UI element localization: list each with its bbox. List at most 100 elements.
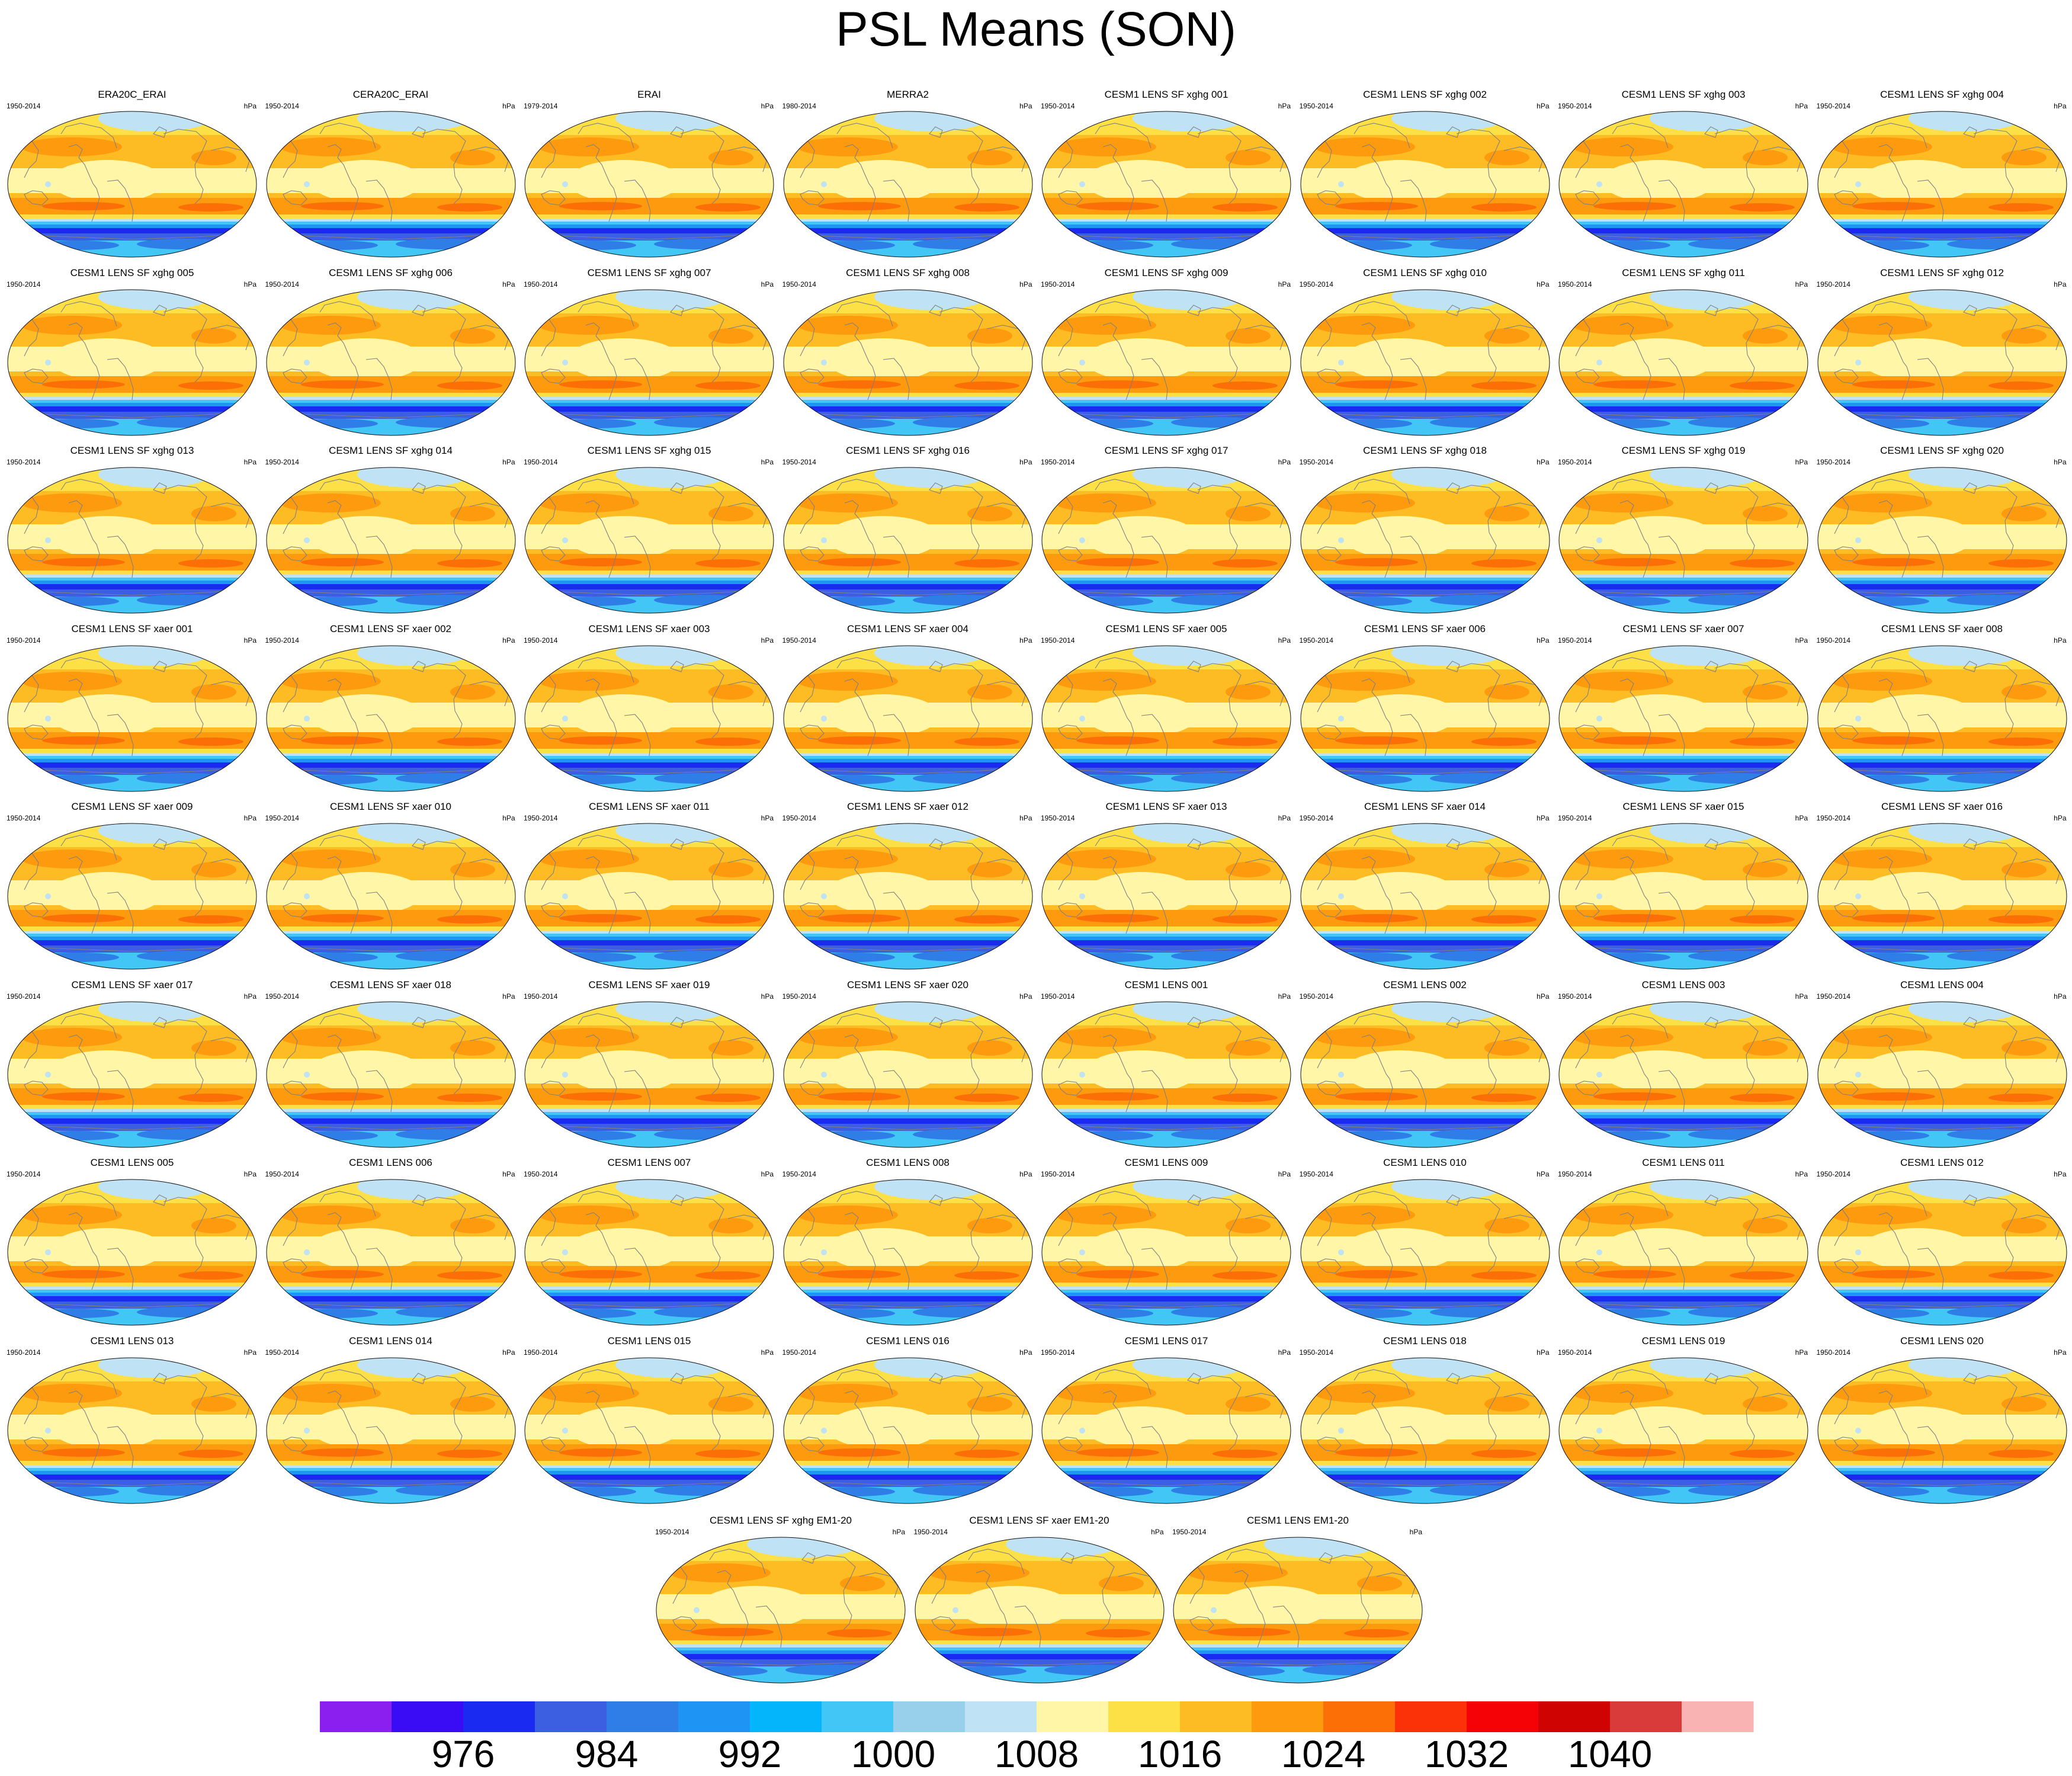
panel-units: hPa <box>2054 1348 2067 1357</box>
map-panel: CESM1 LENS SF xghg 008 1950-2014 hPa <box>779 267 1037 439</box>
panel-units: hPa <box>502 1170 515 1178</box>
map-panel: CESM1 LENS SF xghg 019 1950-2014 hPa <box>1554 445 1813 617</box>
panel-period: 1950-2014 <box>1816 636 1850 645</box>
panel-title: CESM1 LENS SF xaer 006 <box>1364 623 1486 634</box>
panel-period: 1950-2014 <box>1041 814 1075 822</box>
panel-units: hPa <box>1795 992 1808 1001</box>
psl-map <box>7 1179 257 1326</box>
panel-title: CESM1 LENS SF xghg 011 <box>1622 267 1745 278</box>
panel-period: 1950-2014 <box>7 280 41 288</box>
panel-period: 1950-2014 <box>1558 458 1592 466</box>
panel-units: hPa <box>1795 814 1808 822</box>
psl-map <box>1041 467 1291 614</box>
psl-map <box>783 467 1032 614</box>
map-panel: CESM1 LENS SF xaer 004 1950-2014 hPa <box>779 623 1037 795</box>
map-panel: CESM1 LENS 011 1950-2014 hPa <box>1554 1157 1813 1329</box>
map-panel: CESM1 LENS 005 1950-2014 hPa <box>3 1157 261 1329</box>
panel-units: hPa <box>761 1170 774 1178</box>
panel-period: 1950-2014 <box>265 1170 299 1178</box>
panel-units: hPa <box>243 280 256 288</box>
panel-units: hPa <box>1537 814 1550 822</box>
panel-units: hPa <box>2054 458 2067 466</box>
panel-period: 1950-2014 <box>1558 636 1592 645</box>
panel-title: CESM1 LENS 002 <box>1383 979 1467 990</box>
panel-period: 1950-2014 <box>7 992 41 1001</box>
map-panel: CESM1 LENS EM1-20 1950-2014 hPa <box>1169 1515 1427 1687</box>
map-panel: CESM1 LENS 012 1950-2014 hPa <box>1813 1157 2071 1329</box>
panel-units: hPa <box>502 814 515 822</box>
panel-title: CESM1 LENS 014 <box>349 1335 432 1347</box>
panel-title: CERA20C_ERAI <box>352 89 429 100</box>
colorbar-segment <box>965 1701 1037 1732</box>
psl-map <box>1300 1357 1550 1503</box>
map-panel: CESM1 LENS 019 1950-2014 hPa <box>1554 1335 1813 1507</box>
panel-units: hPa <box>761 280 774 288</box>
panel-units: hPa <box>761 992 774 1001</box>
map-panel: CESM1 LENS SF xaer 010 1950-2014 hPa <box>262 801 520 973</box>
psl-map <box>524 467 774 614</box>
panel-period: 1950-2014 <box>1816 1170 1850 1178</box>
panel-units: hPa <box>761 636 774 645</box>
panel-title: CESM1 LENS EM1-20 <box>1247 1515 1349 1526</box>
map-panel: CESM1 LENS SF xaer 013 1950-2014 hPa <box>1037 801 1295 973</box>
panel-units: hPa <box>1795 1170 1808 1178</box>
panel-period: 1950-2014 <box>524 1170 558 1178</box>
panel-title: CESM1 LENS SF xaer 009 <box>71 801 193 812</box>
panel-title: CESM1 LENS SF xghg EM1-20 <box>710 1515 852 1526</box>
psl-map <box>1558 467 1808 614</box>
panel-period: 1950-2014 <box>782 280 816 288</box>
panel-period: 1950-2014 <box>265 102 299 110</box>
map-panel: CESM1 LENS SF xghg 005 1950-2014 hPa <box>3 267 261 439</box>
panel-units: hPa <box>1278 458 1291 466</box>
panel-title: CESM1 LENS SF xaer 008 <box>1881 623 2003 634</box>
psl-map <box>266 111 515 258</box>
map-panel: CESM1 LENS SF xaer 012 1950-2014 hPa <box>779 801 1037 973</box>
colorbar-segment <box>1252 1701 1324 1732</box>
map-panel: CESM1 LENS SF xghg 002 1950-2014 hPa <box>1296 89 1554 261</box>
panel-units: hPa <box>1278 636 1291 645</box>
panel-period: 1950-2014 <box>1299 992 1333 1001</box>
colorbar-tick-label: 1016 <box>1137 1733 1223 1775</box>
panel-units: hPa <box>502 458 515 466</box>
panel-period: 1950-2014 <box>7 1170 41 1178</box>
map-panel: CESM1 LENS SF xaer 009 1950-2014 hPa <box>3 801 261 973</box>
panel-title: ERAI <box>637 89 661 100</box>
map-panel: CESM1 LENS 020 1950-2014 hPa <box>1813 1335 2071 1507</box>
panel-units: hPa <box>1019 1170 1032 1178</box>
colorbar-segment <box>678 1701 750 1732</box>
panel-title: CESM1 LENS 013 <box>90 1335 174 1347</box>
panel-units: hPa <box>1278 992 1291 1001</box>
psl-map <box>524 111 774 258</box>
panel-title: CESM1 LENS 004 <box>1900 979 1984 990</box>
panel-title: CESM1 LENS SF xaer 015 <box>1622 801 1744 812</box>
colorbar-segment <box>1180 1701 1252 1732</box>
panel-units: hPa <box>1019 636 1032 645</box>
psl-map <box>266 1357 515 1503</box>
psl-map <box>1558 1357 1808 1503</box>
panel-period: 1950-2014 <box>1299 814 1333 822</box>
psl-map <box>1558 645 1808 791</box>
map-panel: CESM1 LENS 006 1950-2014 hPa <box>262 1157 520 1329</box>
panel-units: hPa <box>1795 636 1808 645</box>
map-panel: CESM1 LENS SF xaer 015 1950-2014 hPa <box>1554 801 1813 973</box>
panel-period: 1950-2014 <box>782 1170 816 1178</box>
map-panel: CESM1 LENS 015 1950-2014 hPa <box>520 1335 778 1507</box>
psl-map <box>1817 1179 2067 1326</box>
panel-title: ERA20C_ERAI <box>98 89 166 100</box>
panel-units: hPa <box>1537 1170 1550 1178</box>
psl-map <box>7 823 257 970</box>
panel-units: hPa <box>502 636 515 645</box>
panel-units: hPa <box>1537 458 1550 466</box>
panel-title: CESM1 LENS 017 <box>1124 1335 1208 1347</box>
panel-period: 1950-2014 <box>1172 1528 1207 1536</box>
colorbar-tick-label: 984 <box>575 1733 639 1775</box>
colorbar-segment <box>822 1701 894 1732</box>
psl-map <box>1300 289 1550 435</box>
panel-period: 1980-2014 <box>782 102 816 110</box>
psl-map <box>1041 1179 1291 1326</box>
map-panel: CESM1 LENS 016 1950-2014 hPa <box>779 1335 1037 1507</box>
panel-title: CESM1 LENS SF xaer 002 <box>329 623 452 634</box>
colorbar-segment <box>320 1701 392 1732</box>
map-panel: CERA20C_ERAI 1950-2014 hPa <box>262 89 520 261</box>
panel-units: hPa <box>1278 102 1291 110</box>
